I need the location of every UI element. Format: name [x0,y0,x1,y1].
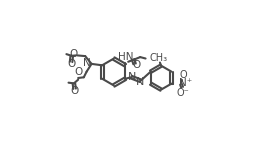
Text: N: N [128,72,136,82]
Text: HN: HN [118,52,134,62]
Text: O: O [69,49,77,59]
Text: CH₃: CH₃ [150,53,168,63]
Text: O: O [74,67,82,77]
Text: N: N [83,58,90,68]
Text: N⁺: N⁺ [179,78,192,88]
Text: O⁻: O⁻ [176,88,189,98]
Text: O: O [132,60,140,70]
Text: N: N [136,77,145,87]
Text: O: O [71,86,79,96]
Text: O: O [67,59,75,69]
Text: O: O [179,70,187,80]
